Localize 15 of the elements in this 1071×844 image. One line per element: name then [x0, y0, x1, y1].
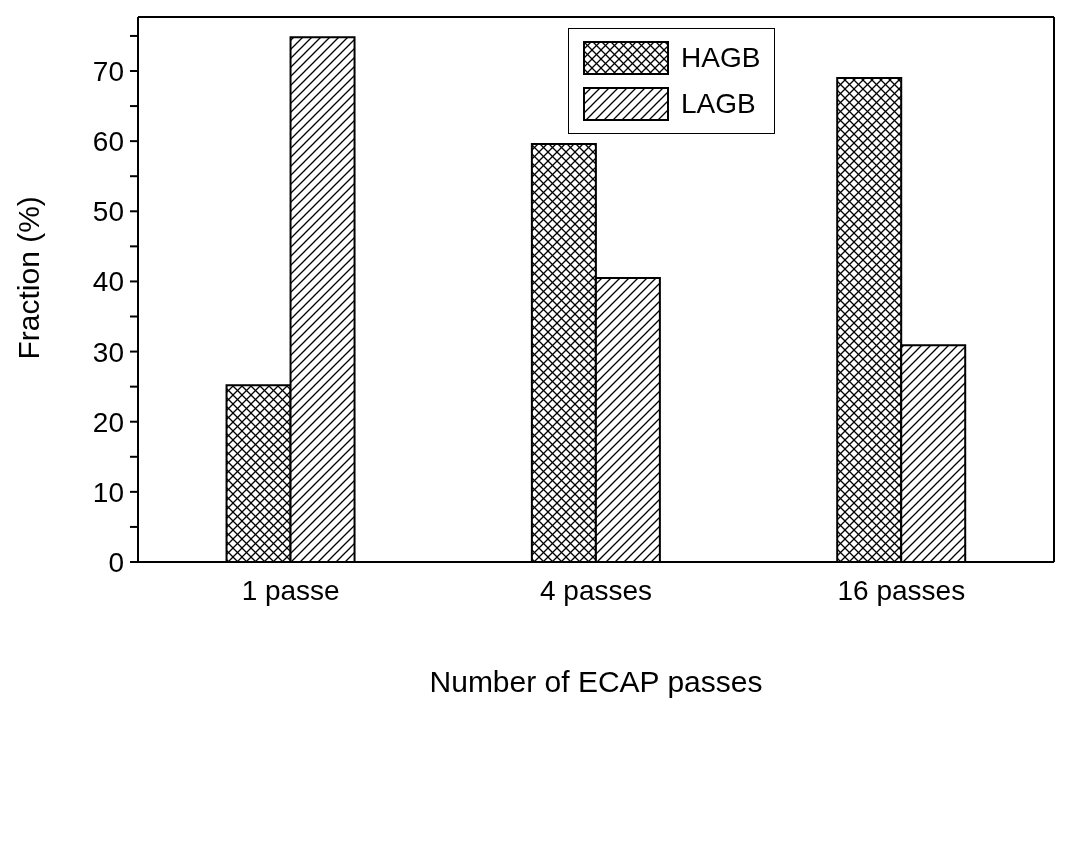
- legend-label: HAGB: [681, 42, 761, 74]
- y-tick-label: 20: [92, 406, 124, 438]
- y-tick-label: 70: [92, 56, 124, 88]
- y-tick-label: 50: [92, 196, 124, 228]
- x-axis-title: Number of ECAP passes: [429, 665, 763, 698]
- y-tick-label: 0: [108, 547, 124, 578]
- x-tick-label: 4 passes: [539, 575, 653, 606]
- y-tick-label: 60: [92, 126, 124, 158]
- y-tick-label: 10: [92, 476, 124, 508]
- y-tick-label: 40: [92, 266, 124, 298]
- x-tick-label: 16 passes: [837, 575, 966, 606]
- legend-label: LAGB: [681, 88, 756, 120]
- y-axis-title: Fraction (%): [11, 196, 45, 360]
- x-tick-label: 1 passe: [241, 575, 340, 606]
- y-tick-label: 30: [92, 336, 124, 368]
